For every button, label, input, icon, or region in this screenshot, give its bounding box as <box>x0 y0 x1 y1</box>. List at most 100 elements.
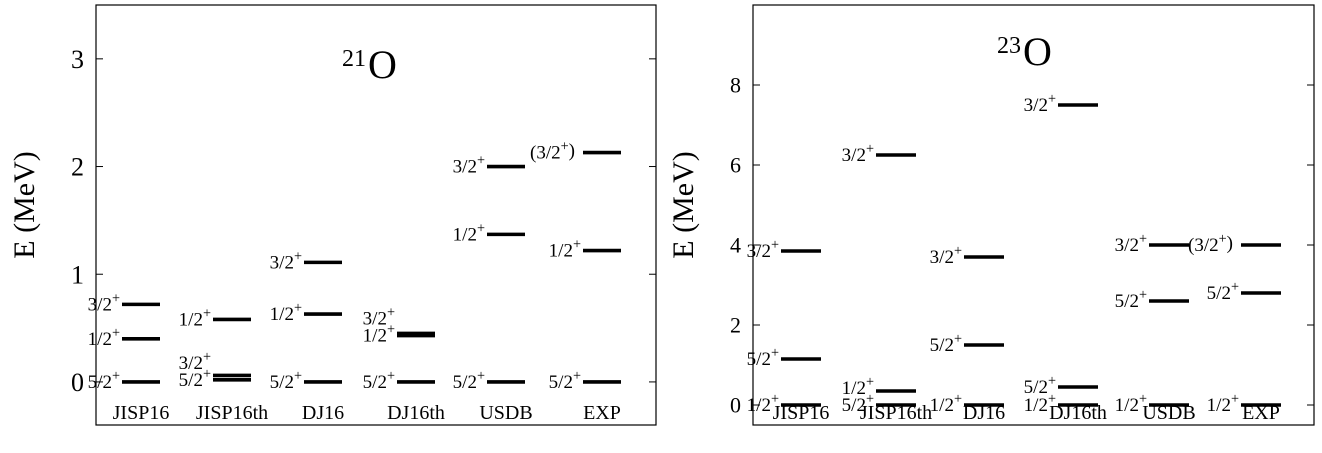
level-spin-label: 1/2+ <box>453 220 485 245</box>
title-mass-number: 21 <box>342 46 366 72</box>
spin-value: 3/2 <box>1024 95 1048 116</box>
parity-superscript: + <box>1139 231 1147 247</box>
parity-superscript: + <box>294 248 302 264</box>
category-label: USDB <box>1142 402 1195 424</box>
parity-superscript: + <box>1231 391 1239 407</box>
y-axis-label: E (MeV) <box>667 151 700 258</box>
spin-suffix: ) <box>569 141 575 162</box>
y-tick-label: 3 <box>71 45 84 74</box>
parity-superscript: + <box>1048 91 1056 107</box>
level-spin-label: 5/2+ <box>747 345 779 370</box>
spin-value: 5/2 <box>1115 291 1139 312</box>
spin-value: 3/2 <box>747 241 771 262</box>
spin-value: 3/2 <box>842 145 866 166</box>
spin-value: 1/2 <box>842 378 866 399</box>
spin-value: 3/2 <box>88 294 112 315</box>
category-label: EXP <box>1242 402 1280 424</box>
spin-value: 1/2 <box>549 241 573 262</box>
spin-value: 5/2 <box>930 335 954 356</box>
title-element: O <box>368 42 397 87</box>
category-label: DJ16 <box>302 402 344 424</box>
parity-superscript: + <box>112 325 120 341</box>
category-label: USDB <box>479 402 532 424</box>
parity-superscript: + <box>477 153 485 169</box>
spin-value: 3/2 <box>363 309 387 330</box>
level-spin-label: 1/2+ <box>1024 391 1056 416</box>
spin-value: 3/2 <box>1115 235 1139 256</box>
parity-superscript: + <box>294 368 302 384</box>
level-spin-label: 3/2+ <box>270 248 302 273</box>
level-spin-label: 1/2+ <box>363 322 395 347</box>
level-spin-label: 5/2+ <box>363 368 395 393</box>
o21-panel: 0 1 2 3 E (MeV) 21 O JISP16 JISP16th DJ16 DJ16th US… <box>8 4 657 426</box>
spin-value: 5/2 <box>1207 283 1231 304</box>
spin-value: 5/2 <box>88 372 112 393</box>
spin-value: 1/2 <box>179 309 203 330</box>
parity-superscript: + <box>573 237 581 253</box>
level-spin-label: 5/2+ <box>842 391 874 416</box>
level-spin-label: (3/2+) <box>530 139 575 164</box>
level-spin-label: 5/2+ <box>453 368 485 393</box>
y-tick-label: 4 <box>730 233 741 258</box>
category-label: DJ16th <box>387 402 445 424</box>
level-spin-label: 5/2+ <box>549 368 581 393</box>
level-spin-label: 1/2+ <box>270 300 302 325</box>
y-tick-label: 0 <box>730 393 741 418</box>
spin-value: 5/2 <box>179 370 203 391</box>
parity-superscript: + <box>112 290 120 306</box>
parity-superscript: + <box>573 368 581 384</box>
level-spin-label: 5/2+ <box>270 368 302 393</box>
spin-value: 5/2 <box>747 349 771 370</box>
level-spin-label: 5/2+ <box>1207 279 1239 304</box>
parity-superscript: + <box>866 391 874 407</box>
level-spin-label: 3/2+ <box>88 290 120 315</box>
level-spin-label: 3/2+ <box>842 141 874 166</box>
y-tick-label: 6 <box>730 153 741 178</box>
level-spin-label: (3/2+) <box>1188 231 1233 256</box>
level-spin-label: 1/2+ <box>549 237 581 262</box>
category-label: JISP16th <box>196 402 268 424</box>
parity-superscript: + <box>387 305 395 321</box>
plot-frame <box>752 4 1315 426</box>
parity-superscript: + <box>1219 231 1227 247</box>
parity-superscript: + <box>1048 391 1056 407</box>
title-mass-number: 23 <box>997 33 1021 59</box>
parity-superscript: + <box>387 368 395 384</box>
parity-superscript: + <box>954 243 962 259</box>
o23-panel: 0 2 4 6 8 E (MeV) 23 O JISP16 JISP16th DJ16 DJ16th U… <box>667 4 1315 426</box>
spin-value: 5/2 <box>363 372 387 393</box>
spin-suffix: ) <box>1227 233 1233 254</box>
spin-value: (3/2 <box>530 143 561 164</box>
spin-value: 1/2 <box>88 329 112 350</box>
parity-superscript: + <box>294 300 302 316</box>
level-spin-label: 5/2+ <box>88 368 120 393</box>
spin-value: 3/2 <box>179 353 203 374</box>
plot-frame <box>95 4 657 426</box>
level-spin-label: 1/2+ <box>747 391 779 416</box>
parity-superscript: + <box>1139 391 1147 407</box>
parity-superscript: + <box>1139 287 1147 303</box>
parity-superscript: + <box>771 345 779 361</box>
category-label: JISP16th <box>860 402 932 424</box>
level-spin-label: 3/2+ <box>747 237 779 262</box>
level-spin-label: 3/2+ <box>453 153 485 178</box>
level-spin-label: 1/2+ <box>930 391 962 416</box>
spin-value: 1/2 <box>453 224 477 245</box>
parity-superscript: + <box>387 322 395 338</box>
spin-value: 5/2 <box>842 395 866 416</box>
level-spin-label: 1/2+ <box>1115 391 1147 416</box>
level-spin-label: 3/2+ <box>1024 91 1056 116</box>
level-spin-label: 5/2+ <box>179 366 211 391</box>
category-label: EXP <box>583 402 621 424</box>
category-label: DJ16 <box>963 402 1005 424</box>
parity-superscript: + <box>112 368 120 384</box>
parity-superscript: + <box>477 368 485 384</box>
spin-value: 1/2 <box>270 304 294 325</box>
level-spin-label: 3/2+ <box>179 349 211 374</box>
parity-superscript: + <box>771 391 779 407</box>
spin-value: 3/2 <box>270 252 294 273</box>
level-spin-label: 3/2+ <box>1115 231 1147 256</box>
spin-value: 1/2 <box>747 395 771 416</box>
spin-value: 1/2 <box>1207 395 1231 416</box>
